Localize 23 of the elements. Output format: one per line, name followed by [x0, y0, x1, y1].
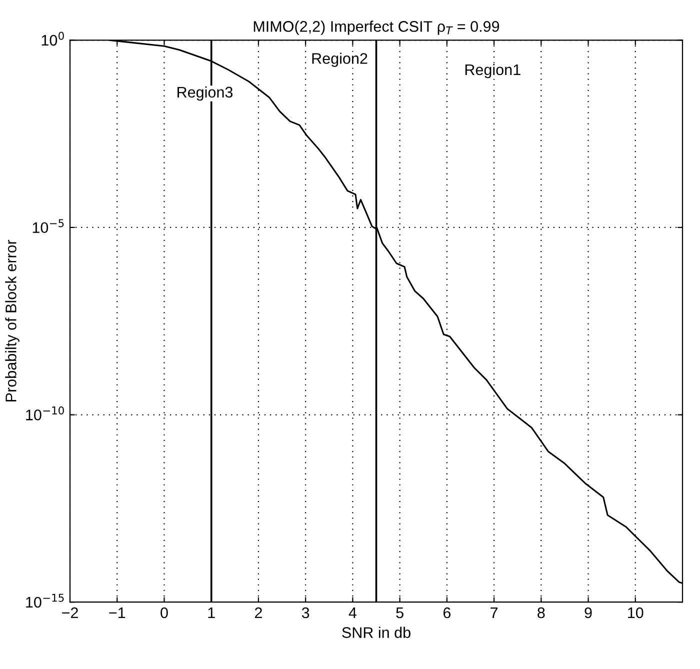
x-tick-label: 3 — [302, 607, 310, 618]
y-tick-label: 10$^{−15}$ — [26, 594, 64, 608]
x-tick-label: 7 — [490, 608, 498, 618]
y-tick-label: 10$^{0}$ — [42, 32, 64, 46]
x-tick-label: 9 — [584, 607, 592, 618]
chart-title: MIMO(2,2) Imperfect CSIT ρ$_{T}$ = 0.99 — [254, 20, 500, 35]
annotation: Region1 — [465, 64, 520, 78]
x-tick-label: 6 — [443, 607, 450, 618]
x-tick-label: 5 — [396, 608, 404, 618]
annotation: Region2 — [312, 52, 368, 67]
x-tick-label: 10 — [628, 607, 644, 618]
y-tick-label: 10$^{−5}$ — [32, 219, 64, 234]
x-tick-label: −2 — [62, 607, 78, 618]
x-tick-label: −1 — [109, 608, 126, 618]
x-tick-label: 1 — [208, 608, 215, 618]
annotation: Region3 — [178, 86, 233, 101]
y-tick-label: 10$^{−10}$ — [26, 406, 64, 420]
x-tick-label: 4 — [348, 608, 356, 618]
x-axis-title: SNR in db — [342, 626, 410, 638]
y-axis-title: Probabilty of Block error — [5, 240, 20, 402]
x-tick-label: 8 — [538, 607, 545, 618]
x-tick-label: 2 — [254, 607, 262, 618]
x-tick-label: 0 — [160, 607, 168, 618]
